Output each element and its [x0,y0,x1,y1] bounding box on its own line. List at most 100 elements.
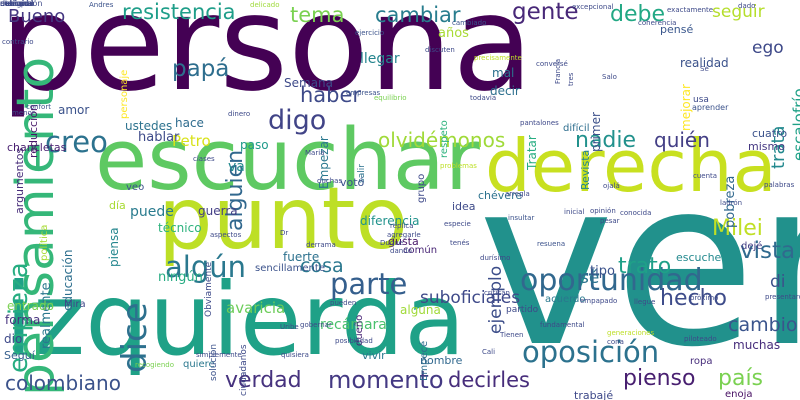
word: idea [452,200,476,213]
word: llegue [634,298,656,306]
word: veo [126,182,145,193]
word: menor [12,109,35,117]
word: ropa [690,356,713,367]
word: precisamente [474,54,522,62]
word: oposición [522,335,660,369]
word: conocida [620,209,652,217]
word: seguir [712,2,765,22]
word: aspectos [210,231,242,239]
word: cambiar [375,3,461,27]
word: Obviamente [204,261,214,317]
word: pesar [600,217,620,225]
word: equilibrio [374,94,407,102]
word: día [109,199,126,212]
word: todavía [470,94,497,102]
word: Revista [579,149,592,190]
word: sencillamente [255,263,325,274]
word: recámara [320,317,387,333]
word: verdad [225,368,302,393]
word: suboficiales [420,288,521,308]
word: colombiano [5,371,121,395]
word: Duque [380,239,404,247]
word: cona [607,338,624,346]
word: Semana [284,76,334,90]
word: ego [752,38,784,58]
word: duchas [317,177,343,185]
word: vivir [362,349,386,362]
word: años [438,26,469,41]
word: enoja [725,389,753,400]
word: Cali [482,348,496,356]
word: opinión [590,207,616,215]
word: mismo [748,140,785,153]
word: hablar [138,130,180,145]
word: técnico [158,221,202,235]
word: pensé [660,23,694,36]
word: dinero [228,110,251,118]
word: grupo [416,173,427,203]
word: gente [512,0,579,25]
word: fuerte [283,250,320,264]
word: Mira [64,299,86,310]
word: tenés [450,239,470,247]
word: dando [390,247,412,255]
word: cambiado [452,19,487,27]
word: empapado [580,297,618,305]
word: resuena [537,240,566,248]
word: empresas [346,89,381,97]
word: gobernar [300,321,332,329]
word: mejorar [679,84,693,131]
word: tipo [590,264,615,279]
word: aprender [692,103,729,112]
word: cuatro [752,127,788,140]
word: acuerdo [545,294,586,305]
word: piensa [107,227,121,267]
word: clases [193,155,215,163]
word: papá [172,56,230,82]
word: Tienen [500,331,524,339]
word: quiere [183,359,215,370]
word: ustedes [125,119,173,133]
word: derecha [485,124,777,208]
word: muchas [733,338,781,352]
word: pienso [623,366,696,391]
word: escuche [676,251,722,264]
word: vista [740,238,796,264]
word: posibilidad [335,337,373,345]
word: dejé [741,241,763,252]
word: Dr [280,229,289,237]
word: quisiera [281,351,309,359]
word: cambio [728,314,798,336]
word: mañana [0,0,33,8]
word: respeto [439,120,450,158]
word: excepcional [572,3,614,11]
word: inicial [564,208,585,216]
word: nadie [575,128,637,153]
word: votó [340,176,365,189]
word: delicado [250,1,280,9]
word: alguna [400,303,441,317]
word: entrado [7,299,54,313]
word: puede [130,204,174,220]
word: palabras [764,181,795,189]
word: confort [26,103,51,111]
word: fundamental [540,321,585,329]
word: dado [738,2,756,10]
word: haber [300,83,362,107]
word: paso [240,138,269,152]
word: presentaron [765,293,800,301]
word: hecho [660,286,727,311]
word: contrario [2,38,34,46]
word: avaricia [226,299,286,317]
word: gusta [388,235,419,248]
word: partido [506,305,539,315]
word: argumentos [13,147,26,214]
word: chévere [478,189,523,202]
word: ojalá [603,182,620,190]
word: réplica [390,222,414,230]
word: hace [175,116,204,130]
word: ladrón [720,199,743,207]
word: generaciones [607,329,655,337]
word: debe [610,2,665,27]
